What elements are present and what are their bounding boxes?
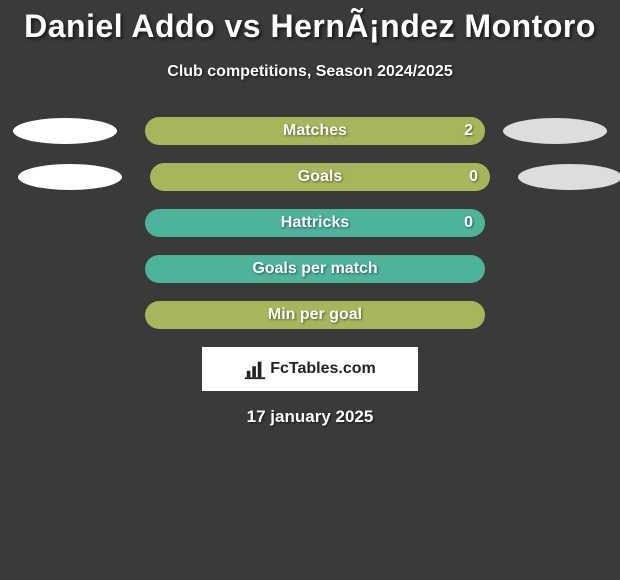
bar-slot: Min per goal (145, 301, 485, 329)
right-ellipse (518, 164, 620, 190)
bar-slot: Goals per match (145, 255, 485, 283)
stat-row: Min per goal (0, 301, 620, 329)
stat-bar: Goals 0 (150, 163, 490, 191)
bar-slot: Goals 0 (150, 163, 490, 191)
stat-value: 0 (469, 168, 478, 186)
stat-value: 2 (464, 122, 473, 140)
stat-bar: Min per goal (145, 301, 485, 329)
stat-row: Goals per match (0, 255, 620, 283)
stat-row: Goals 0 (0, 163, 620, 191)
stat-label: Hattricks (281, 214, 349, 232)
stat-label: Matches (283, 122, 347, 140)
left-ellipse (13, 118, 117, 144)
bar-slot: Matches 2 (145, 117, 485, 145)
page-title: Daniel Addo vs HernÃ¡ndez Montoro (0, 8, 620, 45)
comparison-widget: Daniel Addo vs HernÃ¡ndez Montoro Club c… (0, 0, 620, 427)
stat-label: Min per goal (268, 306, 362, 324)
stat-row: Hattricks 0 (0, 209, 620, 237)
bar-chart-icon (244, 358, 266, 380)
date-text: 17 january 2025 (0, 407, 620, 427)
attribution-text: FcTables.com (270, 360, 376, 378)
stats-list: Matches 2 Goals 0 Hattricks 0 Goals per match M… (0, 117, 620, 329)
attribution-badge: FcTables.com (202, 347, 418, 391)
bar-slot: Hattricks 0 (145, 209, 485, 237)
left-ellipse (18, 164, 122, 190)
stat-label: Goals (298, 168, 342, 186)
stat-bar: Matches 2 (145, 117, 485, 145)
stat-bar: Hattricks 0 (145, 209, 485, 237)
stat-value: 0 (464, 214, 473, 232)
stat-row: Matches 2 (0, 117, 620, 145)
stat-bar: Goals per match (145, 255, 485, 283)
subtitle: Club competitions, Season 2024/2025 (0, 63, 620, 81)
right-ellipse (503, 118, 607, 144)
stat-label: Goals per match (252, 260, 377, 278)
